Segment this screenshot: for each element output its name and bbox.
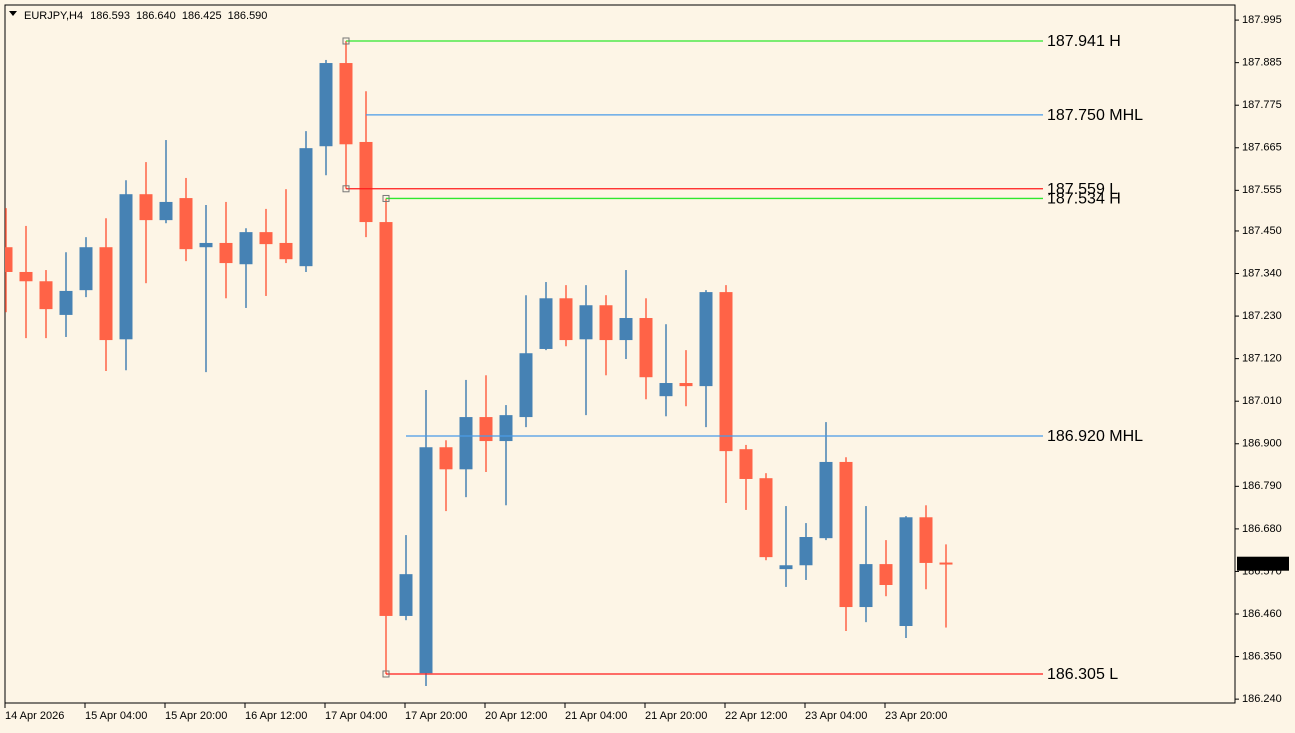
candle-body xyxy=(279,242,293,260)
x-tick-label: 23 Apr 04:00 xyxy=(805,710,867,722)
candle-body xyxy=(179,198,193,250)
candle-body xyxy=(119,194,133,340)
y-tick-label: 187.120 xyxy=(1242,353,1282,365)
y-tick-label: 187.450 xyxy=(1242,225,1282,237)
candle-body xyxy=(219,242,233,264)
x-tick-label: 17 Apr 04:00 xyxy=(325,710,387,722)
y-tick-label: 187.775 xyxy=(1242,99,1282,111)
candle-body xyxy=(419,447,433,674)
level-label: 187.941 H xyxy=(1047,33,1121,50)
candle-body xyxy=(679,383,693,387)
candle-body xyxy=(739,449,753,479)
y-tick-label: 187.995 xyxy=(1242,14,1282,26)
candle-body xyxy=(579,305,593,340)
candle-body xyxy=(239,232,253,265)
price-tag-label: 186.590 xyxy=(1241,558,1281,570)
plot-area xyxy=(5,37,1043,686)
candle-body xyxy=(439,447,453,470)
plot-frame xyxy=(4,4,1236,704)
candle-body xyxy=(759,478,773,558)
y-tick-label: 186.460 xyxy=(1242,608,1282,620)
y-tick-label: 187.010 xyxy=(1242,395,1282,407)
candle-body xyxy=(399,574,413,616)
candle-body xyxy=(819,461,833,539)
candle-body xyxy=(639,318,653,378)
candle-body xyxy=(939,562,953,565)
candle-body xyxy=(559,298,573,341)
level-anchor xyxy=(342,37,350,45)
x-tick-label: 14 Apr 2026 xyxy=(5,710,64,722)
candle-body xyxy=(899,517,913,627)
candle-body xyxy=(859,564,873,608)
level-label: 186.920 MHL xyxy=(1047,428,1143,445)
y-tick-label: 186.900 xyxy=(1242,438,1282,450)
candle-body xyxy=(919,517,933,563)
x-tick-label: 23 Apr 20:00 xyxy=(885,710,947,722)
level-label: 187.559 L xyxy=(1047,181,1118,198)
candle-body xyxy=(79,247,93,291)
level-label: 187.534 H xyxy=(1047,191,1121,208)
candle-body xyxy=(59,290,73,315)
y-tick-label: 187.885 xyxy=(1242,57,1282,69)
level-anchor xyxy=(382,194,390,202)
x-tick-label: 17 Apr 20:00 xyxy=(405,710,467,722)
y-tick-label: 186.240 xyxy=(1242,693,1282,705)
candle-body xyxy=(799,537,813,566)
candle-body xyxy=(199,242,213,248)
y-tick-label: 186.350 xyxy=(1242,650,1282,662)
y-tick-label: 187.230 xyxy=(1242,310,1282,322)
candle-body xyxy=(39,281,53,310)
candle-body xyxy=(139,194,153,221)
candle-body xyxy=(839,461,853,608)
y-tick-label: 187.340 xyxy=(1242,267,1282,279)
y-tick-label: 186.680 xyxy=(1242,523,1282,535)
x-tick-label: 21 Apr 04:00 xyxy=(565,710,627,722)
menu-arrow xyxy=(9,11,17,16)
candle-body xyxy=(479,417,493,442)
candle-body xyxy=(5,247,13,272)
candle-body xyxy=(159,201,173,221)
candle-body xyxy=(719,292,733,452)
candle-body xyxy=(539,298,553,349)
header-low: 186.425 xyxy=(182,10,222,22)
candle-body xyxy=(699,292,713,387)
candle-body xyxy=(659,383,673,397)
x-tick-label: 20 Apr 12:00 xyxy=(485,710,547,722)
candle-body xyxy=(779,565,793,570)
candle-body xyxy=(459,417,473,470)
candle-body xyxy=(99,247,113,341)
x-tick-label: 15 Apr 04:00 xyxy=(85,710,147,722)
header-open: 186.593 xyxy=(90,10,130,22)
level-anchor xyxy=(342,185,350,193)
symbol: EURJPY,H4 xyxy=(24,10,83,22)
header: EURJPY,H4 186.593 186.640 186.425 186.59… xyxy=(24,10,267,22)
x-tick-label: 16 Apr 12:00 xyxy=(245,710,307,722)
candle-body xyxy=(519,353,533,418)
candle-body xyxy=(259,232,273,245)
candle-body xyxy=(619,318,633,341)
y-tick-label: 187.555 xyxy=(1242,184,1282,196)
y-tick-label: 186.790 xyxy=(1242,480,1282,492)
header-close: 186.590 xyxy=(228,10,268,22)
candle-body xyxy=(19,271,33,282)
x-tick-label: 21 Apr 20:00 xyxy=(645,710,707,722)
candle-body xyxy=(879,564,893,585)
level-anchor xyxy=(382,670,390,678)
x-tick-label: 15 Apr 20:00 xyxy=(165,710,227,722)
candle-body xyxy=(359,141,373,223)
candle-body xyxy=(319,63,333,147)
candle-body xyxy=(299,148,313,267)
y-tick-label: 187.665 xyxy=(1242,142,1282,154)
price-tag xyxy=(1237,556,1289,571)
level-label: 187.750 MHL xyxy=(1047,107,1143,124)
header-high: 186.640 xyxy=(136,10,176,22)
x-tick-label: 22 Apr 12:00 xyxy=(725,710,787,722)
candle-body xyxy=(599,305,613,341)
candle-body xyxy=(499,415,513,442)
candle-body xyxy=(339,63,353,145)
candle-body xyxy=(379,222,393,616)
level-label: 186.305 L xyxy=(1047,666,1118,683)
